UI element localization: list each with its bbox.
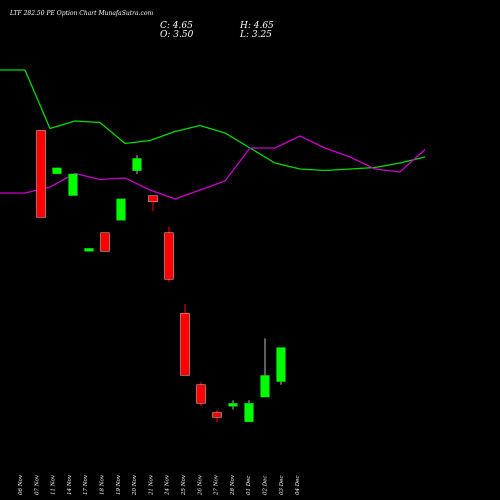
x-tick-label: 21 Nov — [148, 474, 154, 496]
candle-body-3 — [68, 173, 78, 196]
x-tick-label: 04 Dec — [295, 476, 301, 496]
x-tick-label: 18 Nov — [100, 474, 106, 495]
open-value: O: 3.50 — [160, 30, 194, 40]
x-tick-label: 06 Nov — [18, 474, 24, 495]
candle-body-7 — [132, 158, 142, 171]
indicator-line-2 — [0, 135, 426, 200]
x-tick-label: 07 Nov — [34, 474, 40, 495]
candle-body-13 — [228, 403, 238, 407]
candles — [36, 130, 286, 423]
x-axis-tick-labels: 06 Nov 07 Nov 11 Nov 14 Nov 17 Nov 18 Nov 19 N… — [18, 474, 301, 496]
indicator-line-1 — [0, 69, 426, 172]
x-tick-label: 26 Nov — [197, 474, 203, 496]
candle-body-12 — [212, 412, 222, 418]
close-value: C: 4.65 — [160, 21, 193, 31]
candle-body-6 — [116, 198, 126, 221]
candle-body-5 — [100, 232, 110, 252]
high-value: H: 4.65 — [240, 21, 274, 31]
indicator-lines — [0, 69, 426, 200]
x-tick-label: 17 Nov — [83, 474, 89, 495]
chart-title: LTF 282.50 PE Option Chart MunafaSutra.c… — [10, 10, 154, 17]
x-tick-label: 19 Nov — [116, 474, 122, 495]
candle-body-14 — [244, 403, 254, 423]
low-value: L: 3.25 — [240, 30, 272, 40]
candle-body-9 — [164, 232, 174, 280]
candle-body-15 — [260, 375, 270, 398]
x-tick-label: 11 Nov — [51, 474, 57, 495]
candle-body-16 — [276, 347, 286, 382]
x-tick-label: 14 Nov — [67, 474, 73, 495]
candle-body-2 — [52, 167, 62, 175]
x-tick-label: 02 Dec — [263, 476, 269, 496]
candle-body-8 — [148, 195, 158, 203]
x-tick-label: 25 Nov — [181, 474, 187, 496]
x-tick-label: 28 Nov — [230, 474, 236, 496]
candle-body-4 — [84, 248, 94, 252]
candle-body-10 — [180, 313, 190, 376]
x-tick-label: 03 Dec — [279, 476, 285, 496]
candle-body-11 — [196, 384, 206, 404]
x-tick-label: 24 Nov — [165, 474, 171, 496]
candle-body-1 — [36, 130, 46, 218]
x-tick-label: 27 Nov — [214, 474, 220, 496]
x-tick-label: 01 Dec — [246, 476, 252, 496]
x-tick-label: 20 Nov — [132, 474, 138, 496]
